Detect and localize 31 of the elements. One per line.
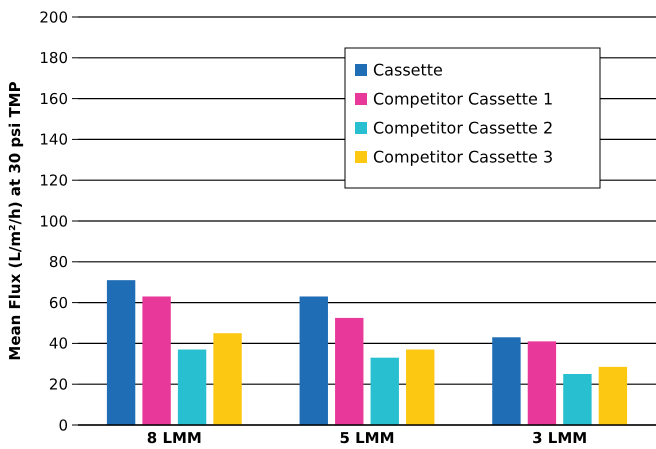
bar bbox=[178, 350, 206, 425]
bar bbox=[528, 341, 556, 425]
y-tick-label: 0 bbox=[58, 416, 68, 434]
y-tick-label: 80 bbox=[48, 253, 68, 272]
bar bbox=[370, 358, 399, 425]
y-tick-label: 60 bbox=[48, 294, 68, 312]
x-tick-label: 3 LMM bbox=[532, 429, 588, 447]
bar bbox=[335, 318, 364, 425]
legend-label: Competitor Cassette 1 bbox=[373, 90, 554, 109]
y-tick-label: 40 bbox=[48, 334, 68, 353]
legend-label: Competitor Cassette 3 bbox=[373, 148, 554, 167]
legend-label: Cassette bbox=[373, 60, 443, 80]
y-tick-label: 20 bbox=[48, 375, 68, 394]
y-tick-label: 200 bbox=[39, 8, 68, 26]
bar bbox=[492, 337, 521, 425]
y-tick-label: 100 bbox=[39, 212, 68, 230]
y-tick-label: 160 bbox=[39, 90, 68, 108]
x-tick-label: 5 LMM bbox=[339, 429, 395, 447]
bar bbox=[598, 366, 628, 425]
x-tick-label: 8 LMM bbox=[146, 429, 202, 447]
y-tick-label: 140 bbox=[39, 130, 68, 149]
y-tick-label: 180 bbox=[39, 49, 68, 68]
legend-label: Competitor Cassette 2 bbox=[373, 118, 554, 138]
bar bbox=[563, 374, 592, 425]
y-axis-title: Mean Flux (L/m²/h) at 30 psi TMP bbox=[6, 81, 24, 361]
bar bbox=[213, 333, 242, 425]
bar bbox=[142, 296, 171, 425]
y-tick-label: 120 bbox=[39, 171, 68, 190]
bar bbox=[106, 280, 136, 425]
bar bbox=[406, 350, 434, 425]
bar bbox=[300, 296, 328, 425]
